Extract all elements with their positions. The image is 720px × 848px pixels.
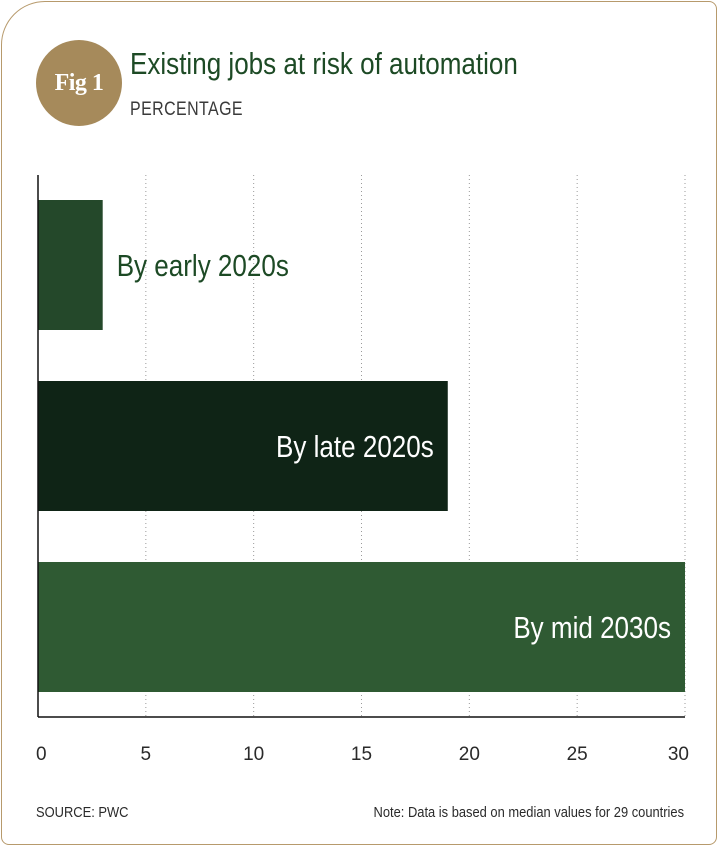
- chart-subtitle: PERCENTAGE: [130, 99, 243, 120]
- bar-label-2: By mid 2030s: [513, 611, 671, 646]
- bar-0: [38, 200, 103, 330]
- x-tick-label-25: 25: [567, 744, 588, 765]
- source-note: SOURCE: PWC: [36, 804, 129, 821]
- bar-label-0: By early 2020s: [117, 249, 289, 284]
- x-tick-label-30: 30: [668, 744, 689, 765]
- x-tick-label-20: 20: [459, 744, 480, 765]
- figure-badge: Fig 1: [36, 40, 122, 126]
- data-note: Note: Data is based on median values for…: [373, 804, 684, 821]
- bar-2: [38, 562, 685, 692]
- x-tick-label-15: 15: [351, 744, 372, 765]
- bar-1: [38, 381, 448, 511]
- chart-title: Existing jobs at risk of automation: [130, 46, 518, 81]
- x-tick-label-5: 5: [141, 744, 152, 765]
- bar-label-1: By late 2020s: [276, 430, 434, 465]
- x-tick-label-0: 0: [36, 744, 47, 765]
- x-tick-label-10: 10: [243, 744, 264, 765]
